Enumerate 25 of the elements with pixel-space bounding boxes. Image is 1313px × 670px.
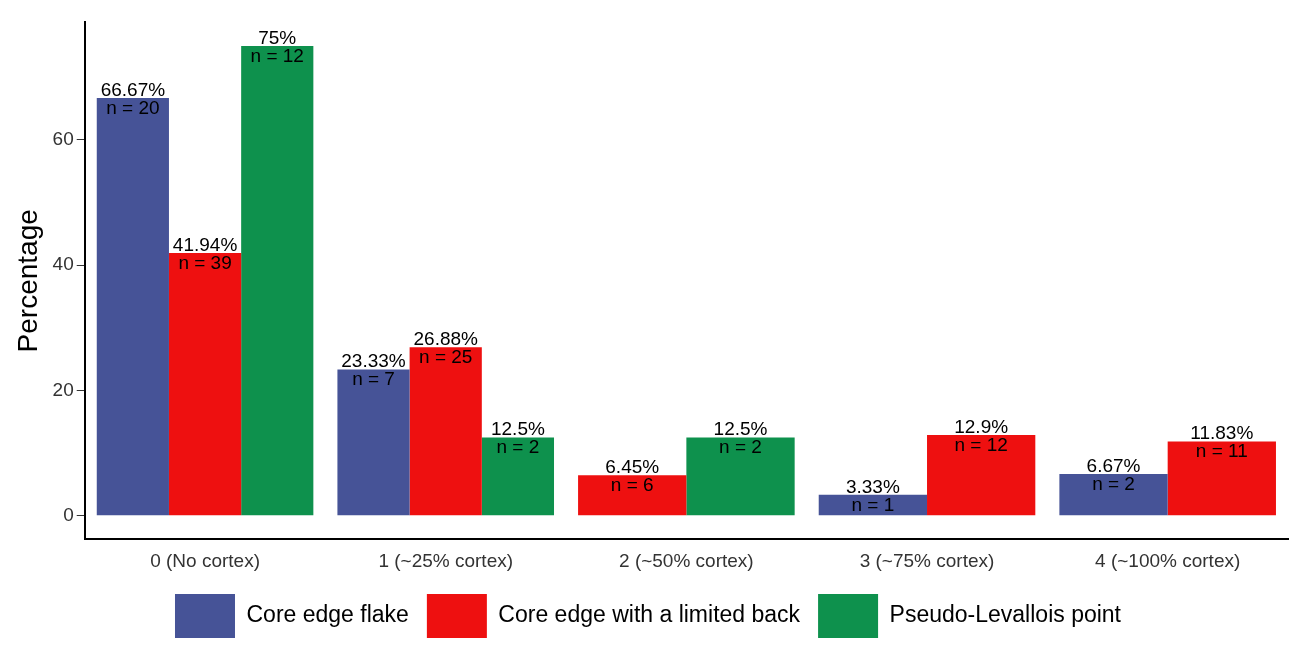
legend-label: Core edge with a limited back <box>498 601 801 628</box>
data-label: 75% n = 12 <box>250 26 304 66</box>
data-label: 41.94% n = 39 <box>172 233 238 273</box>
data-label: 6.67% n = 2 <box>1086 454 1141 494</box>
x-tick-label: 3 (~75% cortex) <box>859 549 995 571</box>
y-axis-title: Percentage <box>11 209 43 353</box>
legend-label: Core edge flake <box>246 601 409 628</box>
data-label: 6.45% n = 6 <box>605 456 660 496</box>
y-tick-label: 20 <box>52 378 74 400</box>
y-tick-label: 40 <box>52 253 74 275</box>
x-tick-label: 2 (~50% cortex) <box>619 549 754 571</box>
legend-label: Pseudo-Levallois point <box>889 601 1122 628</box>
data-label: 26.88% n = 25 <box>413 328 479 368</box>
data-label: 12.5% n = 2 <box>713 418 768 458</box>
data-label: 12.9% n = 12 <box>954 415 1009 455</box>
data-label: 11.83% n = 11 <box>1190 422 1254 462</box>
x-tick-label: 0 (No cortex) <box>150 549 260 571</box>
x-tick-label: 4 (~100% cortex) <box>1095 549 1241 571</box>
y-tick-label: 60 <box>52 128 74 150</box>
data-label: 3.33% n = 1 <box>845 475 900 515</box>
data-label: 66.67% n = 20 <box>100 78 166 118</box>
y-tick-label: 0 <box>63 503 74 525</box>
data-label: 12.5% n = 2 <box>490 418 545 458</box>
data-label: 23.33% n = 7 <box>341 350 406 390</box>
x-tick-label: 1 (~25% cortex) <box>378 549 514 571</box>
